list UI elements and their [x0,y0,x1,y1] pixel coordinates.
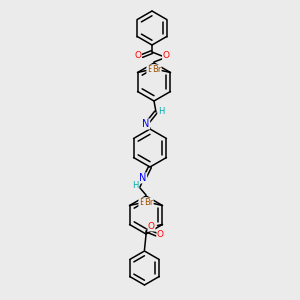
Text: Br: Br [144,198,153,207]
Text: O: O [163,52,170,61]
Text: N: N [139,173,147,183]
Text: Br: Br [139,198,148,207]
Text: H: H [158,106,164,116]
Text: H: H [132,182,138,190]
Text: O: O [148,222,155,231]
Text: O: O [134,50,142,59]
Text: O: O [157,230,164,239]
Text: Br: Br [152,65,161,74]
Text: N: N [142,119,150,129]
Text: Br: Br [147,65,156,74]
